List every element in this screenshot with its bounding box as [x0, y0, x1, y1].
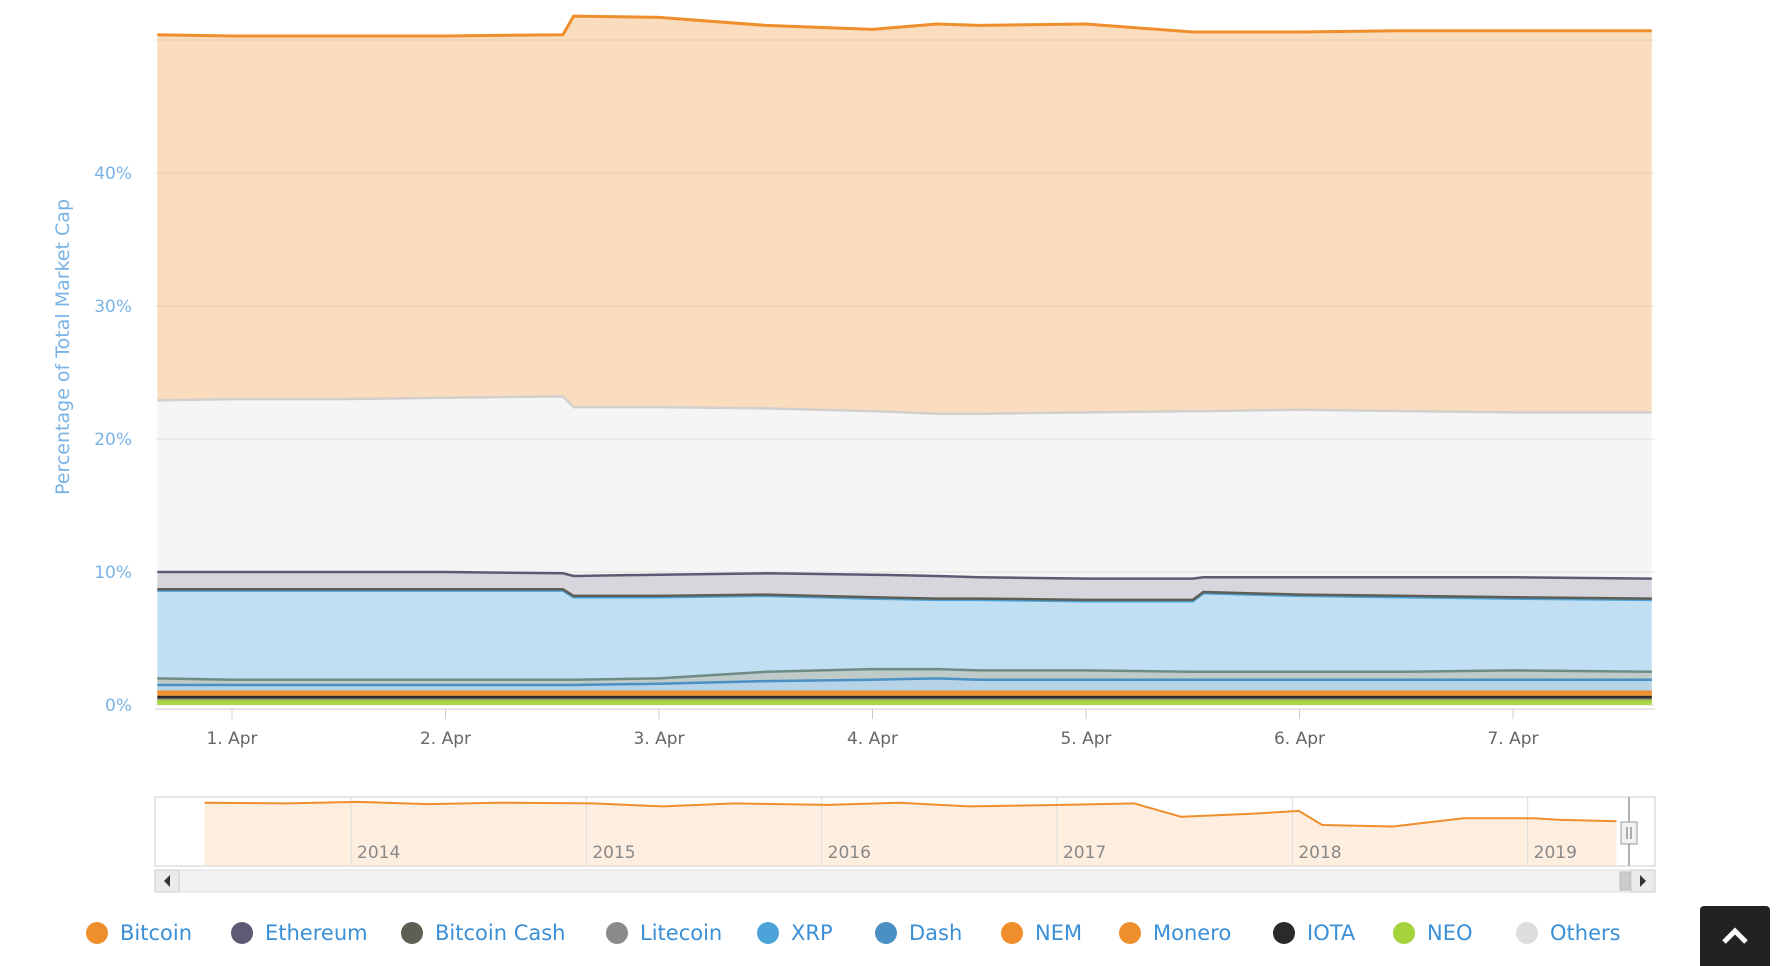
legend-item-litecoin[interactable]: Litecoin: [606, 921, 722, 945]
line-dash: [157, 677, 1652, 687]
legend-marker: [1119, 922, 1141, 944]
legend-marker: [1393, 922, 1415, 944]
legend-label: Others: [1550, 921, 1621, 945]
line-bitcoin: [157, 14, 1652, 38]
scrollbar-track[interactable]: [154, 869, 1656, 893]
area-bitcoin: [157, 16, 1652, 414]
legend-marker: [1273, 922, 1295, 944]
x-axis: 1. Apr 2. Apr 3. Apr 4. Apr 5. Apr 6. Apr 7. A…: [155, 708, 1655, 749]
legend-item-iota[interactable]: IOTA: [1273, 921, 1356, 945]
legend-label: Dash: [909, 921, 962, 945]
legend-label: Ethereum: [265, 921, 368, 945]
navigator-year-label: 2014: [357, 843, 400, 863]
x-tick-label: 1. Apr: [206, 729, 257, 749]
legend-item-nem[interactable]: NEM: [1001, 921, 1082, 945]
legend-label: Monero: [1153, 921, 1231, 945]
navigator-year-label: 2015: [592, 843, 635, 863]
legend-item-dash[interactable]: Dash: [875, 921, 962, 945]
legend-item-neo[interactable]: NEO: [1393, 921, 1473, 945]
scrollbar-thumb[interactable]: [1619, 871, 1631, 891]
legend-marker: [1001, 922, 1023, 944]
x-tick-label: 6. Apr: [1274, 729, 1325, 749]
legend-marker: [401, 922, 423, 944]
legend-marker: [1516, 922, 1538, 944]
chevron-up-icon: [1722, 927, 1748, 944]
y-tick-label: 10%: [94, 563, 132, 583]
legend-item-xrp[interactable]: XRP: [757, 921, 833, 945]
navigator-year-label: 2016: [828, 843, 871, 863]
navigator-handle[interactable]: [1620, 821, 1638, 845]
y-tick-label: 40%: [94, 164, 132, 184]
y-axis: 0% 10% 20% 30% 40%: [94, 164, 132, 716]
area-others: [157, 396, 1652, 579]
legend-item-monero[interactable]: Monero: [1119, 921, 1231, 945]
legend-label: NEM: [1035, 921, 1082, 945]
navigator-year-label: 2018: [1298, 843, 1341, 863]
navigator-area: [204, 801, 1617, 866]
x-tick-label: 2. Apr: [420, 729, 471, 749]
legend-marker: [231, 922, 253, 944]
legend-label: Bitcoin: [120, 921, 192, 945]
legend-marker: [875, 922, 897, 944]
legend-marker: [757, 922, 779, 944]
line-others: [157, 395, 1652, 415]
y-tick-label: 30%: [94, 297, 132, 317]
x-tick-label: 4. Apr: [847, 729, 898, 749]
navigator-year-label: 2019: [1534, 843, 1577, 863]
line-xrp: [157, 589, 1652, 603]
area-litecoin: [157, 669, 1652, 685]
area-series: [157, 16, 1652, 705]
legend-label: Litecoin: [640, 921, 722, 945]
area-dash: [157, 678, 1652, 692]
arrow-right-icon: [1640, 875, 1646, 887]
line-bitcoin-cash: [157, 588, 1652, 602]
x-tick-label: 5. Apr: [1060, 729, 1111, 749]
legend-item-bitcoin-cash[interactable]: Bitcoin Cash: [401, 921, 565, 945]
line-litecoin: [157, 667, 1652, 681]
navigator-line: [204, 800, 1617, 828]
legend-label: Bitcoin Cash: [435, 921, 565, 945]
legend-item-bitcoin[interactable]: Bitcoin: [86, 921, 192, 945]
series-lines: [157, 14, 1652, 703]
legend-marker: [606, 922, 628, 944]
legend-item-ethereum[interactable]: Ethereum: [231, 921, 368, 945]
y-tick-label: 0%: [105, 696, 132, 716]
legend-label: IOTA: [1307, 921, 1356, 945]
y-axis-title: Percentage of Total Market Cap: [52, 199, 74, 495]
legend: Bitcoin Ethereum Bitcoin Cash Litecoin XRP Da…: [86, 921, 1621, 945]
x-tick-label: 7. Apr: [1487, 729, 1538, 749]
navigator-year-label: 2017: [1063, 843, 1106, 863]
legend-label: NEO: [1427, 921, 1473, 945]
legend-label: XRP: [791, 921, 833, 945]
legend-item-others[interactable]: Others: [1516, 921, 1621, 945]
legend-marker: [86, 922, 108, 944]
y-tick-label: 20%: [94, 430, 132, 450]
arrow-left-icon: [164, 875, 170, 887]
x-tick-label: 3. Apr: [633, 729, 684, 749]
line-ethereum: [157, 570, 1652, 580]
back-to-top-button[interactable]: [1700, 906, 1770, 966]
area-xrp: [157, 590, 1652, 680]
navigator[interactable]: 2014 2015 2016 2017 2018 2019: [154, 796, 1656, 893]
